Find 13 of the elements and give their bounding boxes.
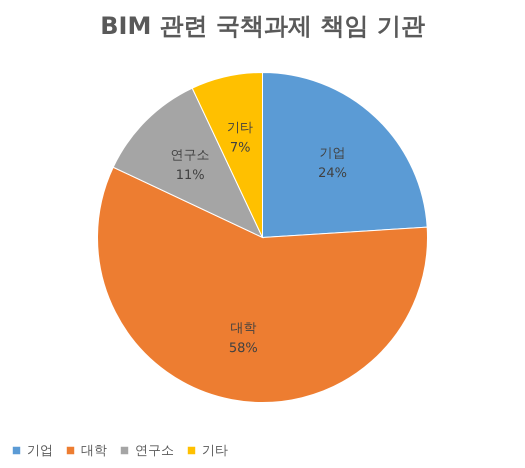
legend-label: 기타 [202,444,228,459]
legend-label: 대학 [81,444,107,459]
data-label: 24% [318,166,347,181]
legend-label: 기업 [27,444,53,459]
slice-label: 연구소 [170,148,210,164]
slice-label: 기타 [227,120,254,136]
legend-label: 연구소 [135,444,174,459]
chart-title: BIM 관련 국책과제 책임 기관 [100,12,425,40]
data-label: 11% [176,168,205,184]
data-label: 58% [228,340,258,356]
slice-label: 기업 [320,146,346,161]
slice-label: 대학 [230,320,256,336]
data-label: 7% [230,140,250,156]
